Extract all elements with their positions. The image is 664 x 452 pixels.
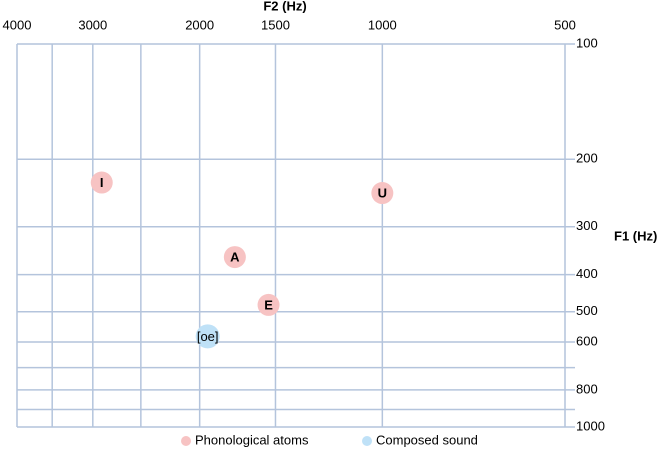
x-tick-label: 1500: [261, 17, 290, 32]
x-tick-label: 500: [554, 17, 576, 32]
point-label: U: [378, 185, 387, 200]
y-tick-label: 600: [576, 333, 598, 348]
y-tick-label: 800: [576, 381, 598, 396]
x-tick-label: 4000: [3, 17, 32, 32]
legend-marker: [362, 436, 372, 446]
point: [257, 293, 280, 316]
point: [371, 182, 394, 205]
point: [90, 171, 113, 194]
y-tick-label: 100: [576, 35, 598, 50]
x-tick-label: 2000: [185, 17, 214, 32]
point-label: E: [264, 297, 273, 312]
legend-label: Composed sound: [376, 432, 478, 447]
point-label: [oe]: [197, 329, 219, 344]
x-tick-label: 1000: [368, 17, 397, 32]
y-tick-label: 300: [576, 218, 598, 233]
y-tick-label: 400: [576, 266, 598, 281]
point: [195, 324, 220, 349]
point: [223, 246, 246, 269]
y-tick-label: 500: [576, 303, 598, 318]
point-label: I: [100, 175, 104, 190]
y-tick-label: 1000: [576, 418, 605, 433]
y-tick-label: 200: [576, 151, 598, 166]
legend-label: Phonological atoms: [195, 432, 309, 447]
y-axis-label: F1 (Hz): [614, 228, 657, 243]
x-axis-label: F2 (Hz): [263, 0, 306, 13]
legend-marker: [181, 436, 191, 446]
point-label: A: [230, 250, 240, 265]
x-tick-label: 3000: [78, 17, 107, 32]
